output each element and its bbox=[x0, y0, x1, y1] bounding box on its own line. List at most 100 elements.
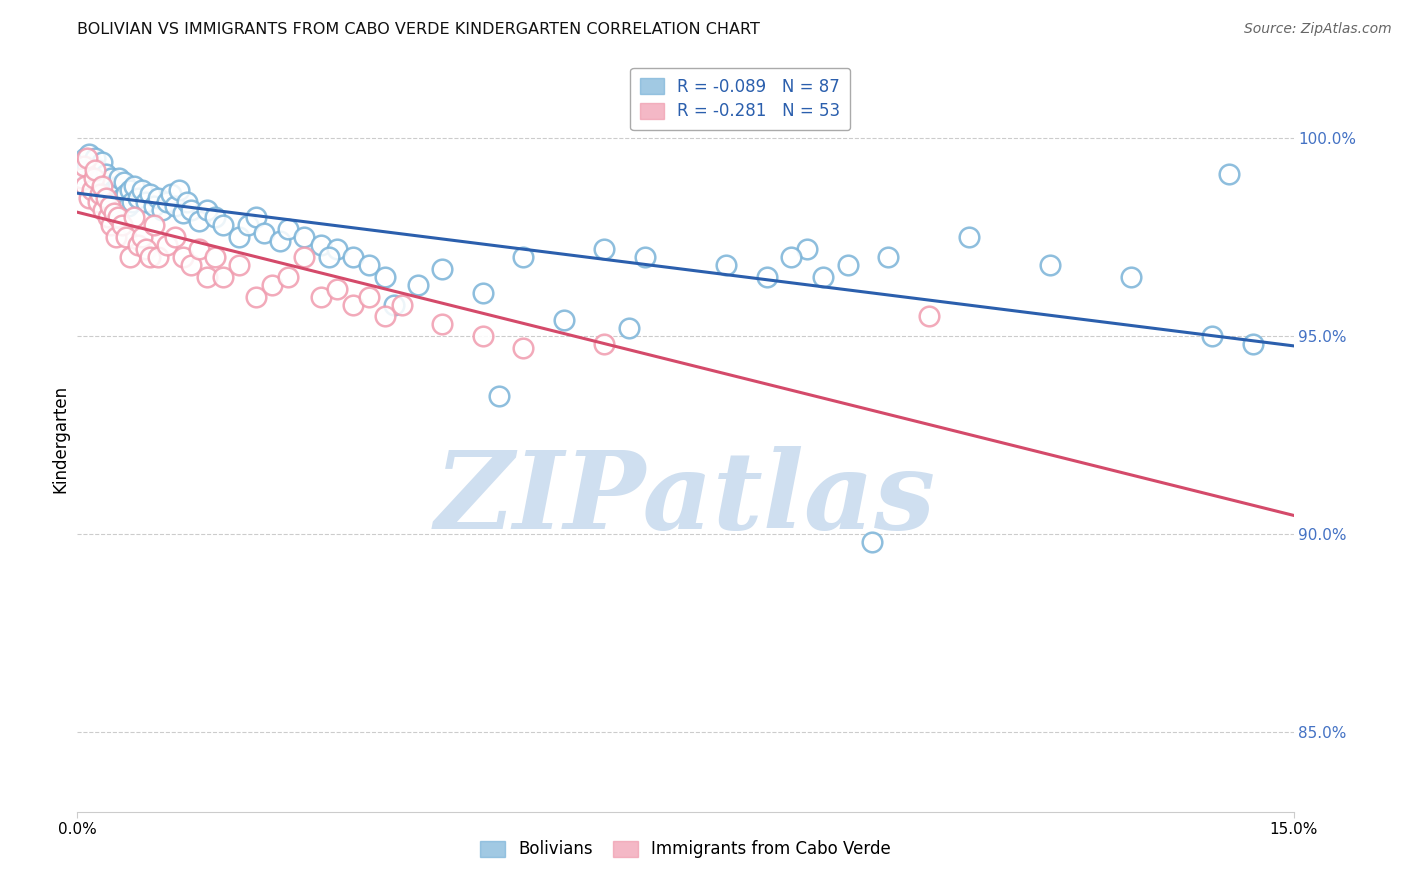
Point bbox=[75, 151, 97, 165]
Point bbox=[471, 329, 494, 343]
Point bbox=[131, 183, 153, 197]
Point bbox=[105, 194, 128, 209]
Point bbox=[277, 269, 299, 284]
Point bbox=[837, 258, 859, 272]
Point bbox=[180, 258, 202, 272]
Point bbox=[260, 277, 283, 292]
Point bbox=[139, 250, 162, 264]
Point bbox=[79, 170, 101, 185]
Point bbox=[83, 175, 105, 189]
Point bbox=[118, 250, 141, 264]
Point bbox=[471, 285, 494, 300]
Point bbox=[152, 202, 174, 217]
Point bbox=[432, 318, 454, 332]
Point bbox=[80, 167, 103, 181]
Point bbox=[359, 258, 381, 272]
Point bbox=[391, 297, 413, 311]
Point bbox=[111, 219, 134, 233]
Point bbox=[512, 250, 534, 264]
Point bbox=[100, 219, 122, 233]
Point bbox=[83, 170, 105, 185]
Point bbox=[228, 230, 250, 244]
Text: BOLIVIAN VS IMMIGRANTS FROM CABO VERDE KINDERGARTEN CORRELATION CHART: BOLIVIAN VS IMMIGRANTS FROM CABO VERDE K… bbox=[77, 22, 761, 37]
Point bbox=[212, 219, 235, 233]
Point bbox=[84, 162, 107, 177]
Point bbox=[195, 269, 218, 284]
Point bbox=[236, 219, 259, 233]
Point bbox=[117, 198, 139, 212]
Point bbox=[73, 155, 96, 169]
Point bbox=[292, 250, 315, 264]
Point bbox=[76, 151, 98, 165]
Point bbox=[94, 186, 117, 201]
Point bbox=[97, 211, 120, 225]
Point bbox=[212, 269, 235, 284]
Point bbox=[195, 202, 218, 217]
Point bbox=[918, 310, 941, 324]
Point bbox=[159, 186, 181, 201]
Point bbox=[115, 230, 138, 244]
Text: ZIPatlas: ZIPatlas bbox=[434, 446, 936, 552]
Point bbox=[813, 269, 835, 284]
Point bbox=[97, 178, 120, 193]
Point bbox=[70, 170, 93, 185]
Point bbox=[342, 297, 364, 311]
Point bbox=[98, 198, 121, 212]
Point bbox=[1241, 337, 1264, 351]
Point bbox=[253, 227, 276, 241]
Point bbox=[143, 198, 166, 212]
Point bbox=[121, 194, 143, 209]
Point bbox=[127, 238, 149, 252]
Point bbox=[107, 178, 129, 193]
Point bbox=[318, 250, 340, 264]
Point bbox=[79, 191, 101, 205]
Point bbox=[617, 321, 640, 335]
Point bbox=[89, 170, 111, 185]
Point bbox=[359, 290, 381, 304]
Point bbox=[91, 202, 114, 217]
Point bbox=[277, 222, 299, 236]
Point bbox=[111, 191, 134, 205]
Point bbox=[127, 191, 149, 205]
Point bbox=[172, 206, 194, 220]
Point bbox=[148, 250, 170, 264]
Point bbox=[512, 341, 534, 355]
Point bbox=[98, 191, 121, 205]
Point bbox=[245, 290, 267, 304]
Point bbox=[112, 175, 135, 189]
Point bbox=[714, 258, 737, 272]
Point bbox=[84, 151, 107, 165]
Point bbox=[155, 194, 177, 209]
Point bbox=[76, 159, 98, 173]
Point bbox=[342, 250, 364, 264]
Point bbox=[382, 297, 405, 311]
Point bbox=[1121, 269, 1143, 284]
Point bbox=[432, 262, 454, 277]
Point bbox=[1201, 329, 1223, 343]
Point bbox=[86, 162, 108, 177]
Point bbox=[488, 389, 510, 403]
Point bbox=[1039, 258, 1062, 272]
Point bbox=[163, 230, 186, 244]
Point bbox=[73, 159, 96, 173]
Point bbox=[70, 162, 93, 177]
Point bbox=[118, 183, 141, 197]
Point bbox=[167, 183, 190, 197]
Legend: Bolivians, Immigrants from Cabo Verde: Bolivians, Immigrants from Cabo Verde bbox=[471, 832, 900, 867]
Point bbox=[80, 183, 103, 197]
Point bbox=[309, 290, 332, 304]
Point bbox=[155, 238, 177, 252]
Point bbox=[89, 186, 111, 201]
Point bbox=[148, 191, 170, 205]
Point bbox=[107, 211, 129, 225]
Point bbox=[269, 234, 291, 248]
Point bbox=[135, 242, 157, 256]
Point bbox=[105, 230, 128, 244]
Point bbox=[94, 191, 117, 205]
Point bbox=[957, 230, 980, 244]
Point bbox=[75, 178, 97, 193]
Point bbox=[143, 219, 166, 233]
Point bbox=[122, 211, 145, 225]
Point bbox=[91, 175, 114, 189]
Point bbox=[204, 211, 226, 225]
